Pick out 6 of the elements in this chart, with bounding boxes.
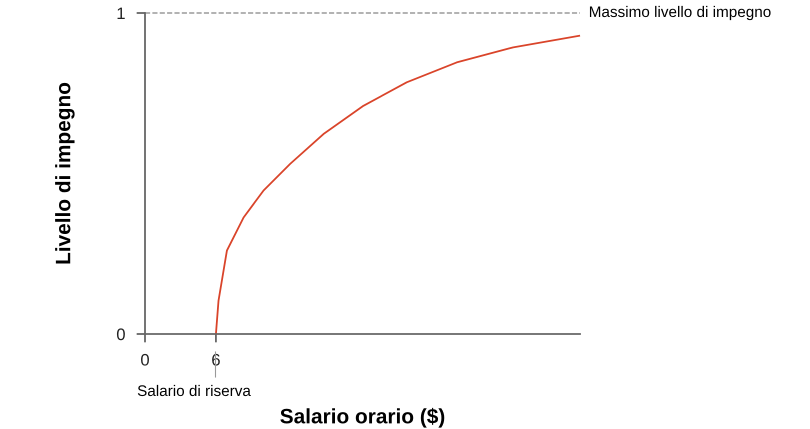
y-axis-title: Livello di impegno bbox=[55, 82, 75, 264]
text: Salario di riserva bbox=[138, 384, 251, 396]
line-series bbox=[215, 34, 580, 335]
x-axis-title: Salario orario ($) bbox=[280, 408, 444, 428]
y-tick-label: 1 bbox=[118, 8, 125, 20]
ref-line-label: Massimo livello di impegno bbox=[590, 6, 771, 20]
